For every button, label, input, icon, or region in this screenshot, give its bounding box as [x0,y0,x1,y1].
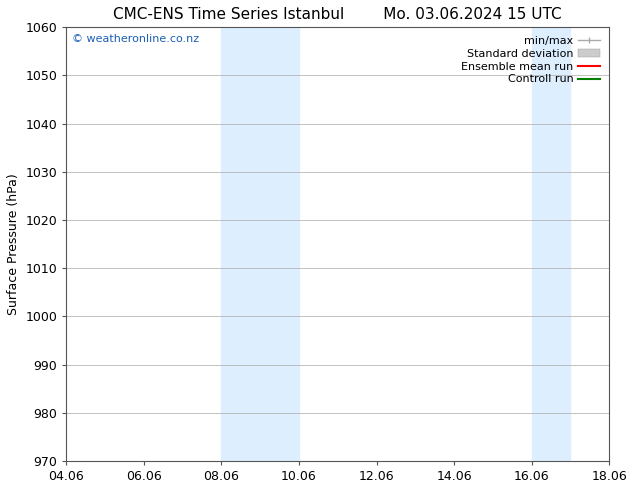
Legend: min/max, Standard deviation, Ensemble mean run, Controll run: min/max, Standard deviation, Ensemble me… [458,33,604,88]
Title: CMC-ENS Time Series Istanbul        Mo. 03.06.2024 15 UTC: CMC-ENS Time Series Istanbul Mo. 03.06.2… [113,7,562,22]
Bar [532,27,571,461]
Y-axis label: Surface Pressure (hPa): Surface Pressure (hPa) [7,173,20,315]
Bar [221,27,299,461]
Text: © weatheronline.co.nz: © weatheronline.co.nz [72,34,199,44]
